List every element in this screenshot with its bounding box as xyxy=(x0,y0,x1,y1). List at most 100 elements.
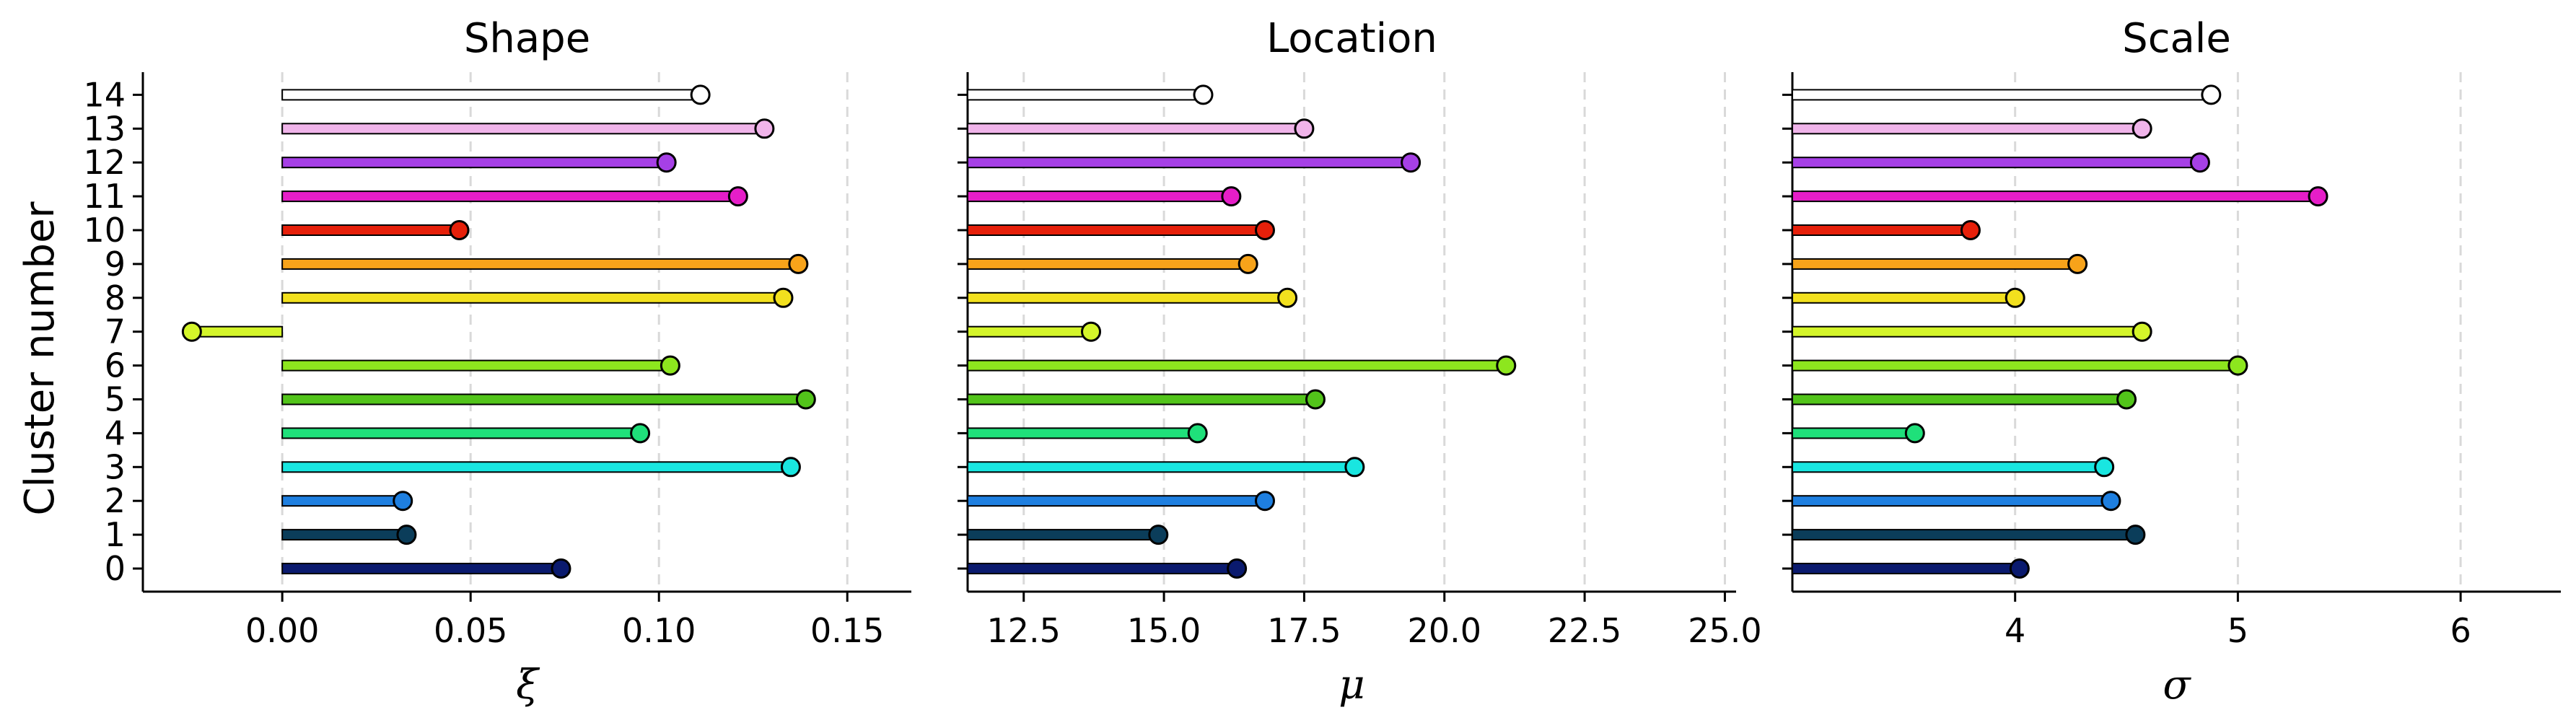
x-axis-label: μ xyxy=(1339,662,1364,709)
lollipop-marker xyxy=(2100,491,2121,512)
lollipop-stem xyxy=(281,563,562,574)
x-tick-label: 20.0 xyxy=(1408,611,1481,650)
lollipop-marker xyxy=(2132,118,2152,139)
lollipop-marker xyxy=(393,491,413,512)
lollipop-stem xyxy=(1792,393,2128,405)
y-tick-label: 0 xyxy=(105,549,126,588)
lollipop-marker xyxy=(2189,152,2210,173)
y-tick-label: 4 xyxy=(105,413,126,452)
y-tick-label: 3 xyxy=(105,447,126,486)
lollipop-marker xyxy=(773,287,794,308)
lollipop-stem xyxy=(1792,258,2079,270)
lollipop-stem xyxy=(967,563,1238,574)
lollipop-stem xyxy=(967,224,1266,236)
lollipop-marker xyxy=(780,457,801,478)
x-tick-label: 6 xyxy=(2450,611,2471,650)
y-axis-label: Cluster number xyxy=(17,201,63,515)
lollipop-stem xyxy=(967,89,1204,101)
lollipop-marker xyxy=(1227,558,1248,579)
lollipop-marker xyxy=(795,389,816,410)
lollipop-stem xyxy=(967,495,1266,507)
lollipop-stem xyxy=(967,190,1232,203)
lollipop-stem xyxy=(281,495,404,507)
lollipop-stem xyxy=(1792,325,2143,338)
lollipop-stem xyxy=(281,529,408,541)
x-tick-label: 0.05 xyxy=(434,611,507,650)
y-tick-label: 7 xyxy=(105,312,126,351)
lollipop-stem xyxy=(1792,427,1916,439)
lollipop-marker xyxy=(1344,457,1365,478)
lollipop-marker xyxy=(2227,355,2248,376)
x-tick-label: 0.00 xyxy=(245,611,319,650)
y-tick-label: 12 xyxy=(83,143,126,182)
lollipop-marker xyxy=(1193,84,1214,105)
lollipop-stem xyxy=(281,393,807,405)
lollipop-marker xyxy=(2125,525,2146,545)
lollipop-stem xyxy=(967,325,1092,338)
lollipop-stem xyxy=(967,393,1316,405)
lollipop-marker xyxy=(1294,118,1315,139)
lollipop-marker xyxy=(1305,389,1326,410)
lollipop-marker xyxy=(2067,253,2088,274)
lollipop-stem xyxy=(967,359,1507,372)
lollipop-stem xyxy=(967,427,1199,439)
x-tick-label: 0.15 xyxy=(810,611,884,650)
lollipop-marker xyxy=(551,558,571,579)
lollipop-marker xyxy=(2005,287,2025,308)
lollipop-stem xyxy=(1792,359,2239,372)
lollipop-marker xyxy=(2094,457,2115,478)
x-tick-label: 25.0 xyxy=(1688,611,1761,650)
lollipop-stem xyxy=(967,461,1356,473)
y-tick-label: 11 xyxy=(83,177,126,216)
panel-title: Scale xyxy=(2122,15,2231,62)
lollipop-marker xyxy=(181,321,202,342)
lollipop-marker xyxy=(690,84,711,105)
lollipop-stem xyxy=(967,157,1412,169)
lollipop-marker xyxy=(1904,423,1925,444)
y-tick-label: 14 xyxy=(83,75,126,114)
panel-title: Location xyxy=(1266,15,1437,62)
x-tick-label: 0.10 xyxy=(622,611,696,650)
lollipop-marker xyxy=(1255,491,1276,512)
lollipop-stem xyxy=(281,123,766,135)
lollipop-marker xyxy=(1237,253,1258,274)
lollipop-marker xyxy=(449,220,470,240)
lollipop-marker xyxy=(2009,558,2030,579)
lollipop-marker xyxy=(656,152,677,173)
y-tick-label: 10 xyxy=(83,211,126,250)
lollipop-marker xyxy=(1187,423,1208,444)
lollipop-marker xyxy=(1277,287,1298,308)
lollipop-stem xyxy=(967,529,1160,541)
lollipop-marker xyxy=(1081,321,1102,342)
x-tick-label: 17.5 xyxy=(1267,611,1341,650)
y-tick-label: 9 xyxy=(105,245,126,284)
lollipop-stem xyxy=(1792,461,2106,473)
lollipop-stem xyxy=(281,291,784,304)
lollipop-marker xyxy=(2201,84,2222,105)
lollipop-stem xyxy=(1792,291,2016,304)
lollipop-stem xyxy=(967,258,1249,270)
y-tick-label: 13 xyxy=(83,109,126,148)
y-tick-label: 2 xyxy=(105,481,126,520)
lollipop-marker xyxy=(660,355,680,376)
lollipop-stem xyxy=(1792,495,2112,507)
lollipop-stem xyxy=(281,89,701,101)
lollipop-stem xyxy=(967,291,1289,304)
y-tick-label: 5 xyxy=(105,380,126,419)
lollipop-stem xyxy=(190,325,284,338)
x-axis-label: ξ xyxy=(516,662,540,709)
lollipop-stem xyxy=(1792,563,2020,574)
panel-title: Shape xyxy=(464,15,590,62)
lollipop-marker xyxy=(1255,220,1276,240)
y-tick-label: 8 xyxy=(105,279,126,317)
lollipop-stem xyxy=(281,461,792,473)
lollipop-stem xyxy=(281,427,641,439)
lollipop-marker xyxy=(2116,389,2137,410)
x-tick-label: 4 xyxy=(2005,611,2025,650)
x-tick-label: 15.0 xyxy=(1127,611,1201,650)
y-tick-label: 1 xyxy=(105,515,126,554)
lollipop-stem xyxy=(281,224,460,236)
lollipop-marker xyxy=(630,423,651,444)
lollipop-marker xyxy=(788,253,809,274)
